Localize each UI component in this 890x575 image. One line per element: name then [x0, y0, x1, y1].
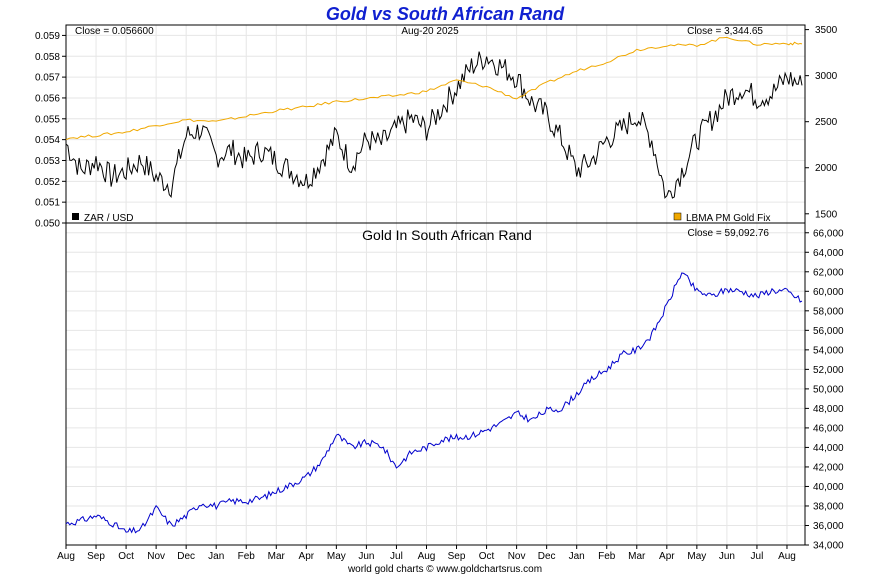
legend-zar-swatch [72, 213, 79, 220]
bottom-right-tick-label: 62,000 [813, 267, 844, 278]
x-tick-label: Jun [719, 551, 735, 562]
bottom-right-tick-label: 56,000 [813, 326, 844, 337]
bottom-right-axis: 34,000 36,000 38,000 40,000 42,000 44,000 46,0… [805, 228, 844, 552]
zar-usd-line [65, 51, 803, 199]
left-tick-label: 0.055 [35, 114, 60, 125]
date-label: Aug-20 2025 [401, 26, 459, 37]
bottom-right-tick-label: 64,000 [813, 248, 844, 259]
left-tick-label: 0.056 [35, 93, 60, 104]
bottom-panel-title: Gold In South African Rand [362, 227, 532, 243]
rand-close-label: Close = 59,092.76 [688, 228, 770, 239]
left-tick-label: 0.059 [35, 31, 60, 42]
chart-title: Gold vs South African Rand [326, 4, 565, 24]
zar-close-label: Close = 0.056600 [75, 26, 154, 37]
x-tick-label: Jun [358, 551, 374, 562]
x-tick-label: Apr [299, 551, 315, 562]
legend-zar-label: ZAR / USD [84, 213, 133, 224]
gold-fix-line [65, 36, 803, 141]
left-tick-label: 0.058 [35, 52, 60, 63]
bottom-right-tick-label: 44,000 [813, 443, 844, 454]
x-tick-label: Jul [390, 551, 403, 562]
bottom-right-tick-label: 50,000 [813, 384, 844, 395]
x-tick-label: Jan [569, 551, 585, 562]
x-tick-label: Nov [147, 551, 165, 562]
bottom-right-tick-label: 38,000 [813, 501, 844, 512]
left-tick-label: 0.053 [35, 156, 60, 167]
top-left-axis: 0.050 0.051 0.052 0.053 0.054 0.055 0.056 0.057… [35, 31, 66, 230]
left-tick-label: 0.051 [35, 198, 60, 209]
left-tick-label: 0.050 [35, 219, 60, 230]
right-tick-label: 1500 [815, 209, 838, 220]
left-tick-label: 0.057 [35, 73, 60, 84]
x-tick-label: Dec [538, 551, 556, 562]
left-tick-label: 0.054 [35, 135, 60, 146]
x-tick-label: Oct [479, 551, 495, 562]
right-tick-label: 3500 [815, 25, 838, 36]
top-series-group [65, 36, 803, 199]
x-tick-label: Aug [418, 551, 436, 562]
x-tick-label: Aug [778, 551, 796, 562]
x-tick-label: Jan [208, 551, 224, 562]
bottom-right-tick-label: 46,000 [813, 423, 844, 434]
bottom-right-tick-label: 40,000 [813, 482, 844, 493]
x-tick-label: Feb [238, 551, 256, 562]
legend-gold-label: LBMA PM Gold Fix [686, 213, 770, 224]
x-axis: Aug Sep Oct Nov Dec Jan Feb Mar Apr May Jun Jul Aug S… [57, 545, 796, 562]
x-tick-label: Mar [628, 551, 646, 562]
bottom-series-group [65, 272, 803, 534]
x-tick-label: Feb [598, 551, 616, 562]
right-tick-label: 2000 [815, 163, 838, 174]
x-tick-label: Jul [751, 551, 764, 562]
legend-gold-swatch [673, 212, 682, 221]
top-right-axis: 1500 2000 2500 3000 3500 [805, 25, 838, 220]
bottom-right-tick-label: 48,000 [813, 404, 844, 415]
bottom-right-tick-label: 54,000 [813, 345, 844, 356]
bottom-right-tick-label: 42,000 [813, 462, 844, 473]
right-tick-label: 2500 [815, 117, 838, 128]
x-tick-label: Dec [177, 551, 195, 562]
x-tick-label: May [327, 551, 346, 562]
x-tick-label: Sep [448, 551, 466, 562]
bottom-panel-frame [65, 222, 806, 546]
gold-in-rand-line [65, 272, 803, 534]
x-tick-label: Oct [118, 551, 134, 562]
bottom-panel-grid [65, 223, 805, 546]
bottom-right-tick-label: 58,000 [813, 306, 844, 317]
x-tick-label: May [687, 551, 706, 562]
bottom-right-tick-label: 66,000 [813, 228, 844, 239]
x-tick-label: Sep [87, 551, 105, 562]
left-tick-label: 0.052 [35, 177, 60, 188]
gold-close-label: Close = 3,344.65 [687, 26, 763, 37]
bottom-right-tick-label: 36,000 [813, 521, 844, 532]
x-tick-label: Mar [268, 551, 286, 562]
x-tick-label: Nov [508, 551, 526, 562]
bottom-right-tick-label: 60,000 [813, 287, 844, 298]
footer-credit: world gold charts © www.goldchartsrus.co… [347, 564, 542, 575]
bottom-right-tick-label: 34,000 [813, 541, 844, 552]
right-tick-label: 3000 [815, 71, 838, 82]
bottom-right-tick-label: 52,000 [813, 365, 844, 376]
x-tick-label: Aug [57, 551, 75, 562]
x-tick-label: Apr [659, 551, 675, 562]
